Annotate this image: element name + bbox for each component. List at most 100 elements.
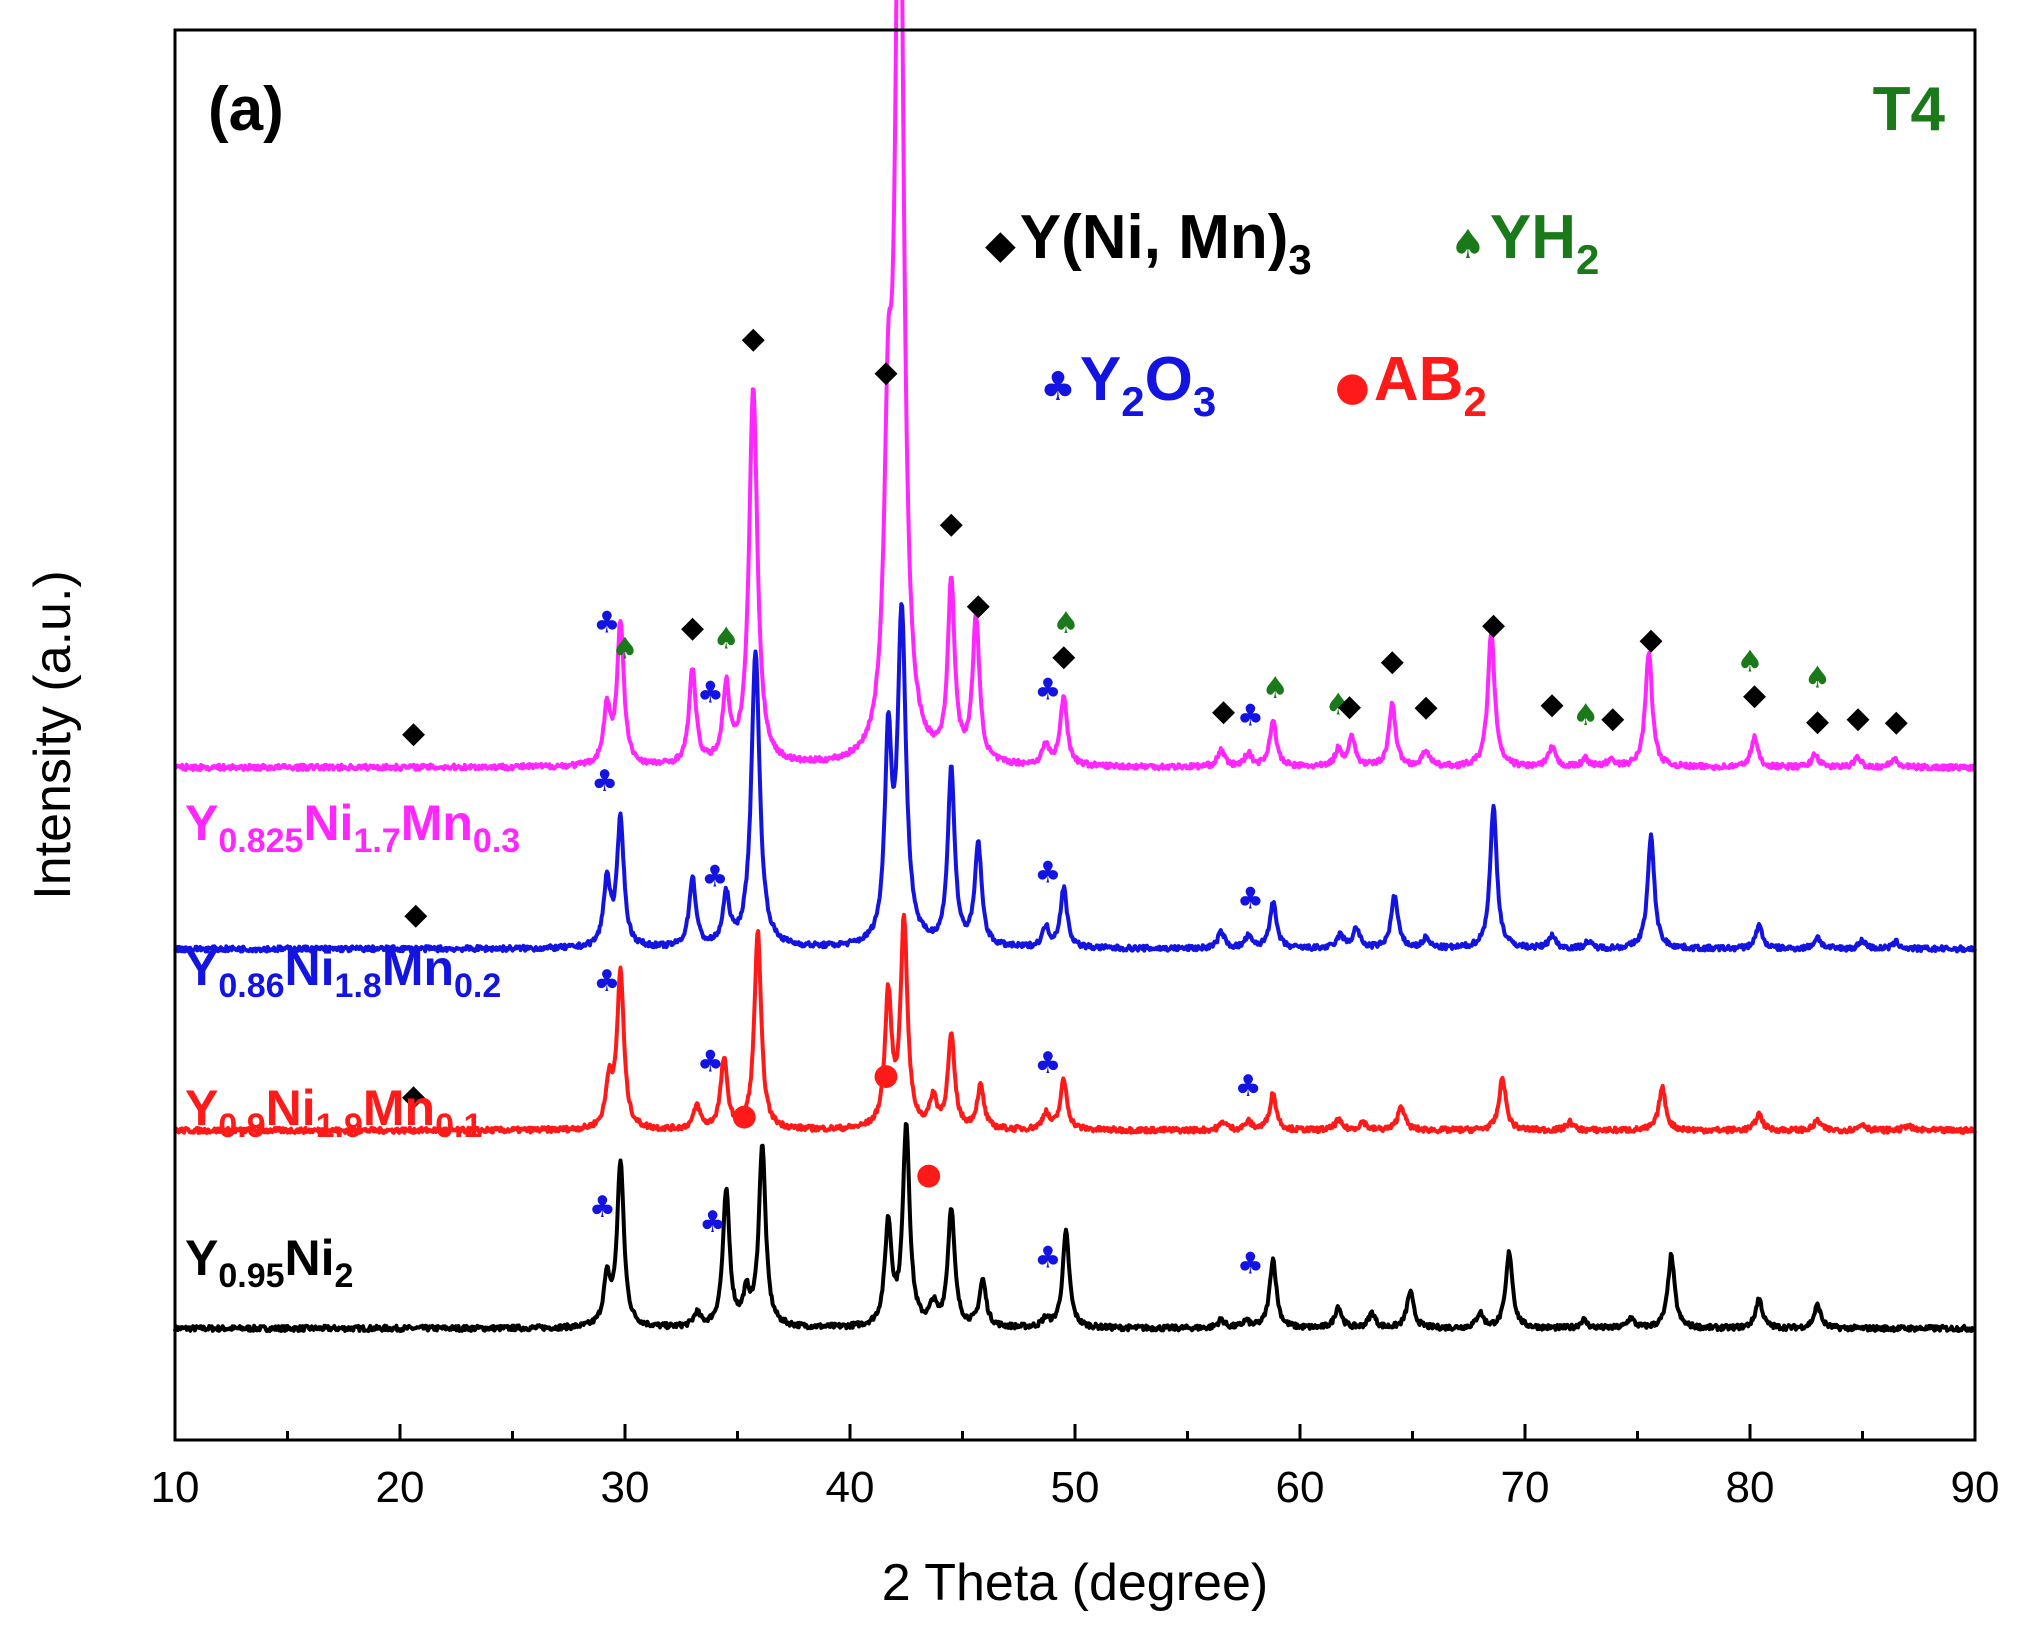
diamond-marker: ◆: [1846, 701, 1869, 736]
dot-marker: ●: [916, 1157, 942, 1192]
series-label-subscript: 0.3: [473, 822, 520, 860]
series-label-subscript: 0.1: [435, 1107, 482, 1145]
legend-name: Y(Ni, Mn): [1020, 203, 1289, 272]
series-label-2: Y0.86Ni1.8Mn0.2: [185, 940, 501, 1005]
diamond-marker: ◆: [1414, 689, 1437, 724]
spade-marker: ♠: [1737, 644, 1764, 679]
club-marker: ♣: [1035, 673, 1062, 708]
spade-marker: ♠: [1053, 606, 1080, 641]
club-marker: ♣: [591, 764, 618, 799]
series-label-element: Y: [185, 795, 218, 851]
series-label-element: Mn: [382, 940, 454, 996]
spade-marker: ♠: [612, 632, 639, 667]
series-line-3: [173, 0, 1977, 772]
series-label-element: Ni: [303, 795, 353, 851]
series-label-1: Y0.9Ni1.9Mn0.1: [185, 1080, 482, 1145]
diamond-marker: ◆: [742, 321, 765, 356]
x-tick-label: 30: [601, 1463, 650, 1512]
series-label-3: Y0.825Ni1.7Mn0.3: [185, 795, 520, 860]
legend-name-2: O: [1145, 345, 1193, 414]
series-label-element: Y: [185, 1080, 218, 1136]
spade-marker: ♠: [1262, 671, 1289, 706]
series-label-subscript: 1.9: [316, 1107, 363, 1145]
series-label-element: Ni: [266, 1080, 316, 1136]
series-label-subscript: 2: [335, 1257, 354, 1295]
series-label-element: Ni: [285, 940, 335, 996]
diamond-marker: ◆: [1338, 688, 1361, 723]
club-marker: ♣: [589, 1190, 616, 1225]
series-label-subscript: 1.7: [353, 822, 400, 860]
spade-marker: ♠: [713, 621, 740, 656]
legend-subscript: 2: [1463, 378, 1486, 425]
series-label-subscript: 1.8: [335, 967, 382, 1005]
x-tick-label: 40: [826, 1463, 875, 1512]
series-label-element: Mn: [363, 1080, 435, 1136]
diamond-marker: ◆: [1601, 700, 1624, 735]
club-marker: ♣: [1035, 1240, 1062, 1275]
series-line-2: [173, 602, 1977, 954]
x-tick-label: 20: [376, 1463, 425, 1512]
legend-name: AB: [1374, 345, 1464, 414]
spade-marker: ♠: [1572, 698, 1599, 733]
spade-marker: ♠: [1804, 661, 1831, 696]
legend: ◆Y(Ni, Mn)3 ♠YH2♣Y2O3 ●AB2: [985, 203, 1599, 425]
series-label-subscript: 0.95: [218, 1257, 284, 1295]
club-marker: ♣: [594, 964, 621, 999]
spade-marker: ♠: [1325, 688, 1352, 723]
diamond-marker: ◆: [402, 715, 425, 750]
club-marker: ♣: [594, 606, 621, 641]
x-tick-label: 50: [1051, 1463, 1100, 1512]
legend-entry-diamond: ◆Y(Ni, Mn)3: [985, 203, 1312, 283]
x-tick-label: 60: [1276, 1463, 1325, 1512]
series-label-0: Y0.95Ni2: [185, 1230, 353, 1295]
marker-layer: ♣♣●●●♣♣◆♣♣♣♣◆♣♣♣♣◆♠♣◆♠♣◆◆◆◆◆♣◆♠◆♣♠♠◆◆◆◆◆…: [402, 321, 1908, 1282]
series-layer: [173, 0, 1977, 1334]
legend-name: YH: [1490, 203, 1576, 272]
series-label-subscript: 0.825: [218, 822, 303, 860]
diamond-marker: ◆: [402, 1079, 425, 1114]
legend-club-icon: ♣: [1040, 364, 1076, 410]
diamond-marker: ◆: [967, 587, 990, 622]
condition-label: T4: [1873, 75, 1946, 144]
diamond-marker: ◆: [404, 897, 427, 932]
dot-marker: ●: [731, 1098, 757, 1133]
series-label-element: Mn: [401, 795, 473, 851]
panel-label: (a): [208, 75, 284, 144]
series-label-subscript: 0.2: [454, 967, 501, 1005]
diamond-marker: ◆: [1381, 644, 1404, 679]
legend-entry-club: ♣Y2O3: [1040, 345, 1216, 425]
diamond-marker: ◆: [1212, 694, 1235, 729]
legend-diamond-icon: ◆: [985, 222, 1016, 268]
club-marker: ♣: [702, 860, 729, 895]
x-tick-label: 10: [151, 1463, 200, 1512]
diamond-marker: ◆: [1743, 677, 1766, 712]
series-label-element: Y: [185, 1230, 218, 1286]
diamond-marker: ◆: [940, 506, 963, 541]
series-labels: Y0.95Ni2Y0.9Ni1.9Mn0.1Y0.86Ni1.8Mn0.2Y0.…: [185, 795, 520, 1295]
series-line-0: [173, 1122, 1977, 1334]
club-marker: ♣: [697, 675, 724, 710]
club-marker: ♣: [1235, 1069, 1262, 1104]
legend-subscript: 2: [1576, 236, 1599, 283]
diamond-marker: ◆: [1482, 607, 1505, 642]
x-tick-label: 80: [1726, 1463, 1775, 1512]
diamond-marker: ◆: [1806, 704, 1829, 739]
series-label-subscript: 0.9: [218, 1107, 265, 1145]
x-axis-ticks: 10 20 30 40 50 60 70 80 90: [151, 1424, 1999, 1512]
legend-name: Y: [1080, 345, 1121, 414]
legend-entry-dot: ●AB2: [1335, 345, 1487, 425]
series-label-element: Y: [185, 940, 218, 996]
legend-entry-spade: ♠YH2: [1450, 203, 1599, 283]
club-marker: ♣: [1237, 698, 1264, 733]
diamond-marker: ◆: [1639, 622, 1662, 657]
club-marker: ♣: [1237, 881, 1264, 916]
dot-marker: ●: [873, 1058, 899, 1093]
series-label-element: Ni: [285, 1230, 335, 1286]
club-marker: ♣: [1035, 856, 1062, 891]
club-marker: ♣: [699, 1205, 726, 1240]
club-marker: ♣: [1035, 1046, 1062, 1081]
legend-subscript-2: 3: [1193, 378, 1216, 425]
legend-dot-icon: ●: [1335, 364, 1370, 410]
series-label-subscript: 0.86: [218, 967, 284, 1005]
